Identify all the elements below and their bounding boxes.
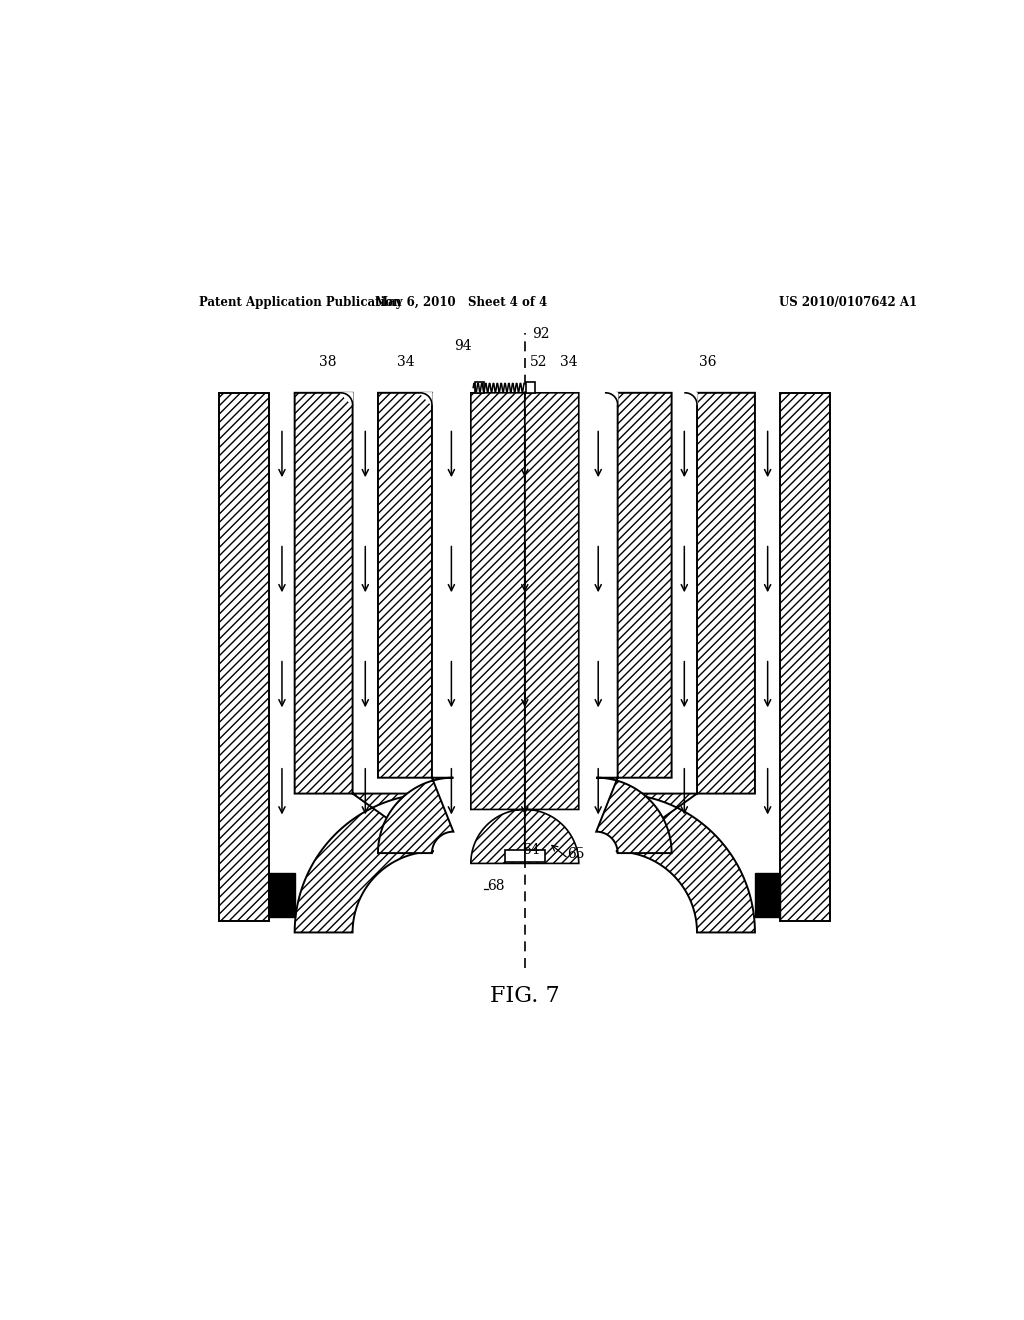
Text: 64: 64 [522,843,540,857]
Text: 68: 68 [487,879,505,892]
Text: 94: 94 [454,339,472,354]
Polygon shape [780,393,830,920]
Text: Patent Application Publication: Patent Application Publication [200,296,402,309]
Text: US 2010/0107642 A1: US 2010/0107642 A1 [778,296,916,309]
Bar [475,383,483,393]
Polygon shape [606,393,617,405]
Polygon shape [596,393,672,853]
Polygon shape [341,393,352,405]
Text: 65: 65 [567,847,585,861]
Text: May 6, 2010   Sheet 4 of 4: May 6, 2010 Sheet 4 of 4 [375,296,548,309]
Text: 38: 38 [319,355,337,370]
Polygon shape [685,393,697,405]
Polygon shape [420,393,432,405]
Text: 36: 36 [698,355,716,370]
Text: 92: 92 [531,327,550,342]
Text: 52: 52 [530,355,548,370]
Polygon shape [295,393,433,932]
Polygon shape [471,393,524,863]
Polygon shape [755,873,780,916]
Polygon shape [616,393,755,932]
Polygon shape [524,850,545,862]
Text: 34: 34 [397,355,415,370]
Polygon shape [524,393,579,863]
Bar [526,383,536,393]
Polygon shape [378,393,454,853]
Polygon shape [269,873,295,916]
Text: FIG. 7: FIG. 7 [490,985,559,1007]
Polygon shape [505,850,524,862]
Text: 34: 34 [560,355,578,370]
Polygon shape [219,393,269,920]
